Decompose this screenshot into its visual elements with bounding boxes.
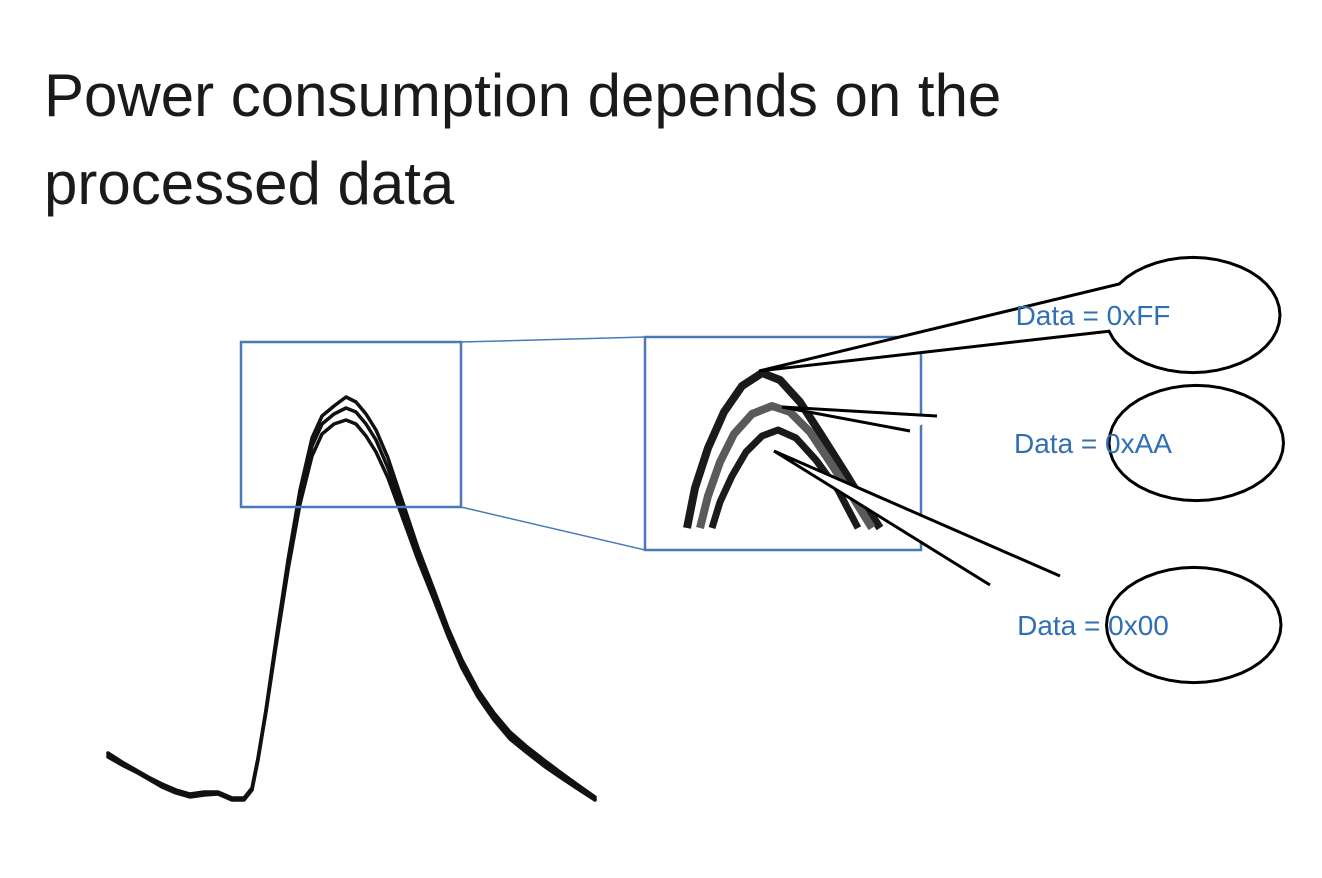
callout-aa-pointer xyxy=(781,405,938,433)
zoom-curve-ff xyxy=(683,369,884,531)
slide-title-line-1: Power consumption depends on the xyxy=(44,62,1002,129)
trace-curve-ff xyxy=(106,395,597,802)
zoom-curve-aa xyxy=(696,402,876,531)
callout-00: Data = 0x00 xyxy=(773,449,1283,685)
callout-ff-label: Data = 0xFF xyxy=(1016,300,1171,331)
callout-aa-bubble xyxy=(1107,383,1286,503)
slide-title: Power consumption depends on the process… xyxy=(44,52,1284,228)
callout-00-bubble xyxy=(1104,565,1283,685)
callout-ff: Data = 0xFF xyxy=(758,255,1282,375)
slide-title-line-2: processed data xyxy=(44,150,455,217)
zoom-source-box xyxy=(239,340,463,509)
callout-aa: Data = 0xAA xyxy=(781,383,1286,503)
callout-ff-bubble xyxy=(758,255,1282,375)
callout-aa-label: Data = 0xAA xyxy=(1014,428,1172,459)
trace-curve-00 xyxy=(106,418,597,802)
callout-00-label: Data = 0x00 xyxy=(1017,610,1169,641)
zoom-connector-top xyxy=(460,336,646,343)
zoomed-inset xyxy=(643,335,923,552)
zoom-connector-bottom xyxy=(460,506,646,551)
power-trace-main xyxy=(106,395,597,802)
callout-00-pointer xyxy=(773,449,1061,587)
